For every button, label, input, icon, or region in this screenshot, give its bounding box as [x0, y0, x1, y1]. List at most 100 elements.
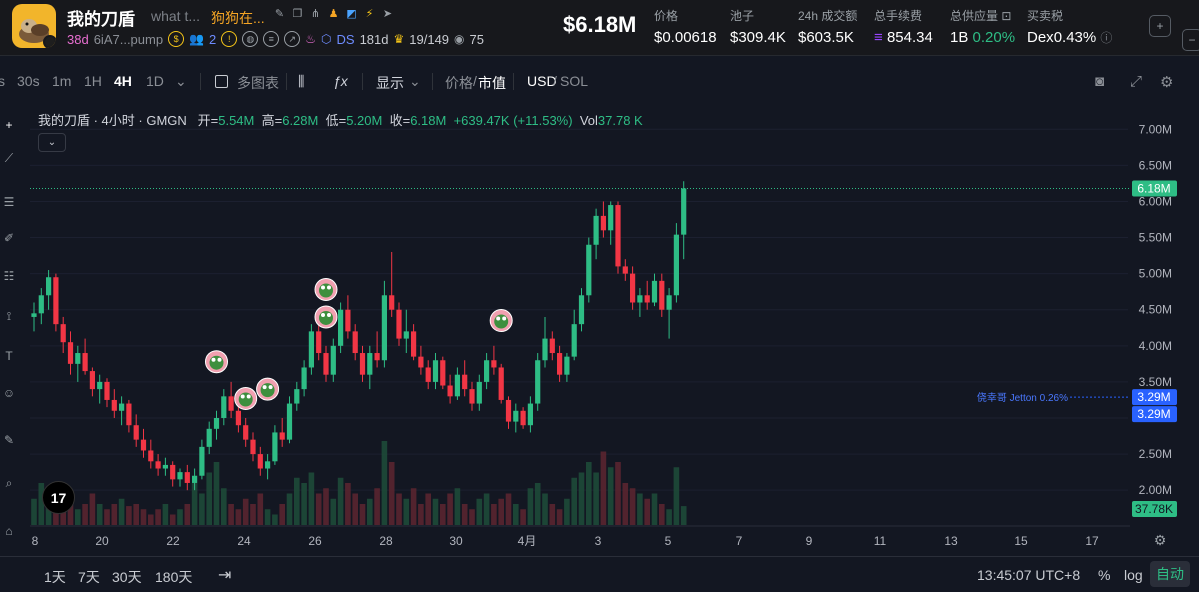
candle-body [440, 360, 446, 386]
volume-bar [104, 509, 110, 525]
candle-body [389, 295, 395, 310]
interval-30s[interactable]: 30s [17, 73, 40, 89]
volume-bar [199, 493, 205, 525]
candle-body [162, 464, 168, 469]
globe-icon[interactable]: ◍ [242, 31, 259, 47]
interval-3s[interactable]: s [0, 73, 5, 89]
side-panel-button[interactable]: − [1182, 29, 1199, 51]
volume-bar [155, 509, 161, 525]
dev-icon: ⬡ [321, 32, 332, 46]
candle-type-icon[interactable]: ⫼ [298, 73, 305, 89]
contract-address[interactable]: 6iA7...pump [93, 31, 164, 47]
percent-toggle[interactable]: % [1098, 567, 1111, 583]
range-30d[interactable]: 30天 [112, 569, 142, 585]
warning-icon[interactable]: ! [221, 31, 238, 47]
lightning-icon[interactable]: ⚡ [365, 8, 374, 20]
text-icon[interactable]: T [5, 349, 13, 363]
price-chart[interactable]: 7.00M 6.50M 6.00M 5.50M 5.00M 4.50M 4.00M 3.50M… [0, 104, 1199, 556]
copy-icon[interactable]: ❐ [292, 8, 303, 20]
indicators-icon[interactable]: ƒx [333, 73, 348, 89]
interval-1d[interactable]: 1D [146, 73, 164, 89]
sol-toggle[interactable]: SOL [560, 73, 589, 89]
range-180d[interactable]: 180天 [155, 569, 193, 585]
goto-date-icon[interactable]: ⇥ [218, 567, 232, 584]
settings-gear-icon[interactable]: ⚙ [1160, 74, 1174, 91]
candle-body [294, 389, 300, 404]
brush-icon[interactable]: ✐ [3, 231, 15, 245]
dev-age: 181d [359, 31, 389, 47]
volume-bar [308, 472, 315, 525]
token-action-icons: ✎ ❐ ⋔ ♟ ◩ ⚡ ➤ [272, 6, 395, 21]
range-7d[interactable]: 7天 [78, 569, 100, 585]
x-tick-label: 15 [1014, 534, 1028, 548]
volume-bar [403, 498, 410, 525]
auto-scale-toggle[interactable]: 自动 [1150, 561, 1190, 587]
interval-4h[interactable]: 4H [114, 73, 132, 89]
display-dropdown[interactable]: 显示 [376, 75, 404, 91]
candle-body [330, 345, 336, 375]
website-icon[interactable]: ◩ [346, 8, 357, 20]
candle-body [206, 428, 212, 447]
share-icon[interactable]: ⋔ [310, 8, 321, 20]
token-channel[interactable]: 狗狗在... [211, 10, 265, 26]
help-icon[interactable]: ⓘ [1100, 31, 1113, 45]
pattern-icon[interactable]: ☷ [3, 269, 15, 283]
emoji-icon[interactable]: ☺ [2, 386, 16, 400]
fire-icon[interactable]: ♨ [305, 32, 317, 46]
usd-toggle[interactable]: USD [527, 73, 557, 89]
candle-body [527, 403, 533, 426]
volume-bar [301, 483, 307, 525]
interval-1h[interactable]: 1H [84, 73, 102, 89]
interval-1m[interactable]: 1m [52, 73, 72, 89]
multi-chart-checkbox[interactable] [215, 75, 228, 88]
frog-avatar-icon [494, 314, 509, 329]
add-watch-button[interactable]: + [1149, 15, 1171, 37]
pump-icon[interactable]: $ [168, 31, 185, 47]
range-1d[interactable]: 1天 [44, 569, 66, 585]
candle-body [213, 417, 220, 429]
axis-settings-icon[interactable]: ⚙ [1154, 533, 1167, 549]
candle-body [403, 331, 409, 339]
volume-bar [38, 483, 45, 525]
candle-body [257, 454, 263, 469]
token-name: 我的刀盾 [67, 10, 135, 29]
candle-body [447, 385, 453, 397]
candle-body [301, 367, 307, 390]
candle-body [111, 399, 117, 411]
trendline-icon[interactable]: ⟋ [4, 150, 14, 165]
candle-body [352, 331, 358, 354]
token-description[interactable]: what t... [151, 8, 201, 24]
legend-collapse-chevron-icon[interactable]: ⌄ [38, 133, 66, 152]
path-icon[interactable]: ⟟ [6, 308, 12, 323]
tradingview-logo[interactable]: 17 [42, 481, 75, 514]
stat-label: 买卖税 [1027, 9, 1064, 23]
clock-time[interactable]: 13:45:07 UTC+8 [977, 567, 1081, 583]
camera-icon[interactable]: ◙ [1095, 73, 1105, 90]
log-toggle[interactable]: log [1124, 567, 1143, 583]
candle-body [411, 331, 417, 357]
fib-icon[interactable]: ☰ [3, 195, 15, 209]
y-tick-label: 7.00M [1139, 122, 1172, 136]
multi-chart-label[interactable]: 多图表 [237, 75, 279, 91]
fullscreen-icon[interactable]: ⤢ [1130, 73, 1143, 90]
magnet-icon[interactable]: ⌂ [5, 524, 13, 538]
price-toggle[interactable]: 价格 [445, 75, 473, 91]
edit-icon[interactable]: ✎ [274, 8, 285, 20]
refresh-icon[interactable]: ≡ [263, 31, 280, 47]
telegram-icon[interactable]: ➤ [382, 8, 393, 20]
candle-body [272, 432, 278, 462]
candle-body [286, 403, 293, 440]
ruler-icon[interactable]: ✎ [3, 433, 15, 447]
mcap-toggle[interactable]: 市值 [478, 75, 506, 91]
y-tick-label: 6.50M [1139, 158, 1172, 172]
community-icon[interactable]: ♟ [328, 8, 339, 20]
interval-dropdown-chevron-icon[interactable]: ⌄ [175, 73, 187, 89]
open-label: 开 [197, 113, 211, 128]
crosshair-icon[interactable]: + [5, 118, 13, 132]
zoom-icon[interactable]: ⌕ [5, 475, 13, 490]
candle-body [462, 374, 468, 390]
token-logo[interactable] [12, 4, 56, 48]
close-label: 收 [389, 113, 403, 128]
frog-avatar-icon [319, 283, 333, 298]
forward-icon[interactable]: ↗ [284, 31, 301, 47]
